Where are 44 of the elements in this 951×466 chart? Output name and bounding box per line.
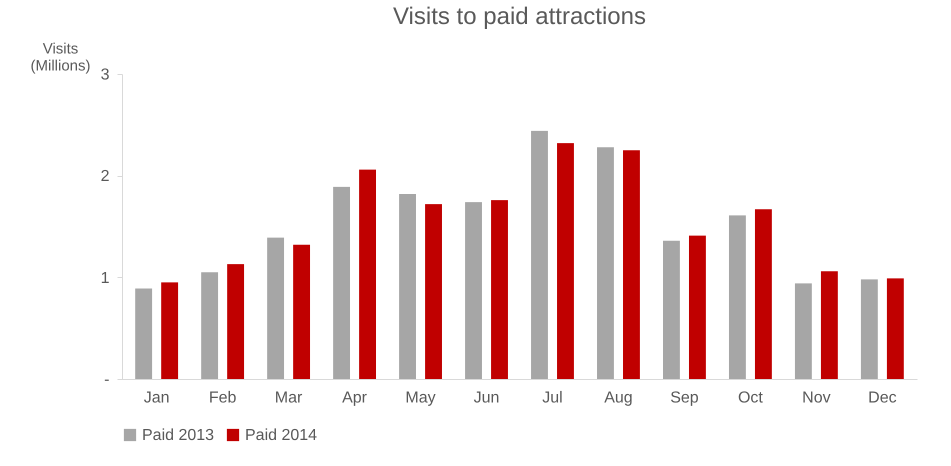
bar: [688, 236, 706, 379]
bar: [491, 200, 508, 379]
legend-label: Paid 2013: [142, 427, 214, 444]
x-tick-label: Apr: [342, 390, 368, 406]
x-tick-label: Oct: [738, 390, 764, 406]
bar: [820, 271, 838, 379]
legend-label: Paid 2014: [245, 427, 318, 444]
bar: [333, 186, 350, 379]
bar: [794, 283, 812, 379]
bar: [201, 272, 218, 379]
bar: [662, 240, 680, 379]
y-axis-title: Visits (Millions): [30, 40, 91, 74]
x-tick-label: Feb: [208, 390, 236, 406]
x-tick-label: Jun: [474, 390, 500, 406]
bar: [465, 202, 482, 379]
x-tick-label: Dec: [868, 390, 897, 406]
bar: [359, 170, 376, 379]
bar: [557, 143, 574, 379]
bar: [754, 209, 772, 379]
bar: [623, 150, 640, 379]
bar: [597, 147, 614, 379]
bar: [293, 244, 310, 379]
x-tick-label: May: [405, 390, 436, 406]
x-tick-label: Aug: [604, 390, 633, 406]
bar: [531, 130, 548, 379]
bar: [728, 215, 746, 379]
x-tick-label: Jul: [542, 390, 563, 406]
y-tick-label: -: [104, 372, 110, 388]
bar: [227, 264, 244, 379]
bar: [886, 278, 904, 379]
x-tick-label: Jan: [144, 390, 170, 406]
bar: [135, 288, 152, 379]
bar: [399, 194, 416, 379]
x-tick-label: Nov: [802, 390, 831, 406]
chart-title: Visits to paid attractions: [392, 3, 646, 30]
bar: [425, 204, 442, 379]
x-tick-label: Mar: [274, 390, 304, 406]
x-tick-label: Sep: [670, 390, 699, 406]
y-tick-label: 1: [100, 270, 110, 287]
y-tick-label: 2: [100, 168, 110, 186]
bar: [267, 238, 284, 379]
bar: [161, 282, 178, 379]
bar: [860, 279, 878, 379]
y-tick-label: 3: [100, 66, 110, 84]
